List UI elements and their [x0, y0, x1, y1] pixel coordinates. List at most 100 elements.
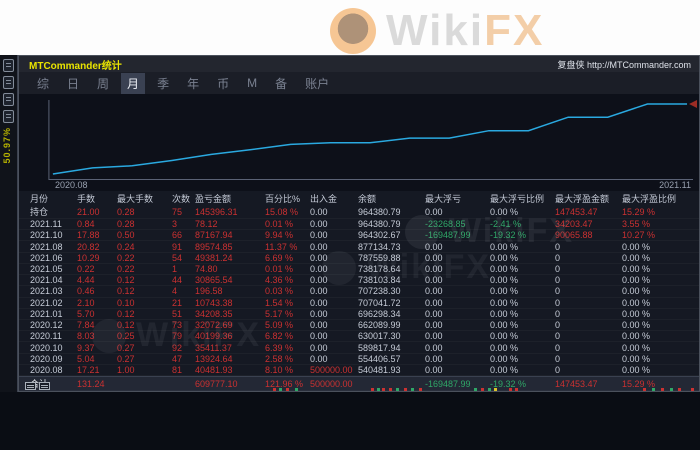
- cell: 17.21: [77, 364, 100, 375]
- cell: 147453.47: [555, 206, 598, 217]
- table-row[interactable]: 2021.02 2.10 0.10 21 10743.38 1.54 % 0.00 70704…: [19, 298, 699, 309]
- cell: 121.96 %: [265, 378, 304, 389]
- cell: 81: [172, 364, 183, 375]
- cell: 147453.47: [555, 378, 598, 389]
- column-header[interactable]: 最大浮盈金额: [555, 193, 610, 204]
- table-row[interactable]: 2021.11 0.84 0.28 3 78.12 0.01 % 0.00 964380.79…: [19, 219, 699, 230]
- cell: 1.00: [117, 364, 135, 375]
- cell: 0.00 %: [490, 252, 519, 263]
- cell: 0: [555, 342, 561, 353]
- table-row[interactable]: 2021.03 0.46 0.12 4 196.58 0.03 % 0.00 707238.3…: [19, 286, 699, 297]
- cell: 540481.93: [358, 364, 401, 375]
- table-row[interactable]: 2021.08 20.82 0.24 91 89574.85 11.37 % 0.00 877…: [19, 241, 699, 252]
- cell: 10.29: [77, 252, 100, 263]
- cell: 196.58: [195, 286, 223, 297]
- window-titlebar[interactable]: MTCommander统计 复盘侠 http://MTCommander.com: [19, 56, 699, 72]
- column-header[interactable]: 手数: [77, 193, 96, 204]
- cell: 20.82: [77, 241, 100, 252]
- column-header[interactable]: 盈亏金额: [195, 193, 232, 204]
- cell: 0.00 %: [490, 353, 519, 364]
- cell: 6.69 %: [265, 252, 294, 263]
- column-header[interactable]: 百分比%: [265, 193, 301, 204]
- menu-item-账户[interactable]: 账户: [305, 76, 330, 91]
- cell: 554406.57: [358, 353, 401, 364]
- menu-item-备[interactable]: 备: [275, 76, 288, 91]
- window-corner-icon[interactable]: [39, 382, 50, 390]
- column-header[interactable]: 最大浮亏: [425, 193, 462, 204]
- table-row[interactable]: 2020.08 17.21 1.00 81 40481.93 8.10 % 500000.0…: [19, 365, 699, 376]
- dock-icon[interactable]: [3, 110, 14, 123]
- cell: 0: [555, 263, 561, 274]
- cell: 5.04: [77, 353, 95, 364]
- cell: 17.88: [77, 230, 100, 241]
- cell: 0.24: [117, 241, 135, 252]
- cell: 73: [172, 320, 183, 331]
- cell: 0.25: [117, 331, 135, 342]
- column-header[interactable]: 余额: [358, 193, 377, 204]
- vendor-link[interactable]: 复盘侠 http://MTCommander.com: [557, 59, 691, 70]
- menu-item-M[interactable]: M: [247, 76, 258, 90]
- cell: 2020.11: [30, 331, 62, 342]
- dock-icon[interactable]: [3, 93, 14, 106]
- menu-item-日[interactable]: 日: [67, 76, 80, 91]
- column-header[interactable]: 最大手数: [117, 193, 154, 204]
- dock-icon[interactable]: [3, 76, 14, 89]
- cell: 0.12: [117, 286, 135, 297]
- cell: 44: [172, 275, 183, 286]
- table-row[interactable]: 2020.09 5.04 0.27 47 13924.64 2.58 % 0.00 55440…: [19, 354, 699, 365]
- column-header[interactable]: 最大浮亏比例: [490, 193, 545, 204]
- cell: 0.00 %: [622, 263, 651, 274]
- top-white-band: WikiFX: [0, 0, 700, 55]
- table-row[interactable]: 2020.11 8.03 0.25 79 40199.36 6.82 % 0.00 63001…: [19, 331, 699, 342]
- cell: -19.32 %: [490, 230, 527, 241]
- cell: 0.00: [310, 342, 328, 353]
- table-header-row: 月份 手数 最大手数 次数 盈亏金额 百分比% 出入金 余额 最大浮亏 最大浮亏比例 最大浮盈金额 最…: [19, 191, 699, 205]
- menu-item-币[interactable]: 币: [217, 76, 230, 91]
- cell: 0.01 %: [265, 263, 294, 274]
- table-row[interactable]: 2021.01 5.70 0.12 51 34208.35 5.17 % 0.00 69629…: [19, 309, 699, 320]
- menu-item-综[interactable]: 综: [37, 76, 50, 91]
- cell: 11.37 %: [265, 241, 298, 252]
- table-row[interactable]: 2020.10 9.37 0.27 92 35411.37 6.39 % 0.00 58981…: [19, 342, 699, 353]
- cell: 3: [172, 219, 178, 230]
- menu-item-季[interactable]: 季: [157, 76, 170, 91]
- cell: 877134.73: [358, 241, 401, 252]
- cell: 15.29 %: [622, 378, 656, 389]
- cell: -19.32 %: [490, 378, 527, 389]
- cell: 4: [172, 286, 178, 297]
- table-row[interactable]: 2021.10 17.88 0.50 66 87167.94 9.94 % 0.00 9643…: [19, 230, 699, 241]
- cell: 0.00: [425, 331, 443, 342]
- cell: 1.54 %: [265, 297, 294, 308]
- cell: 0.00: [425, 308, 443, 319]
- watermark: WikiFX: [330, 6, 544, 55]
- menu-item-月[interactable]: 月: [121, 72, 146, 94]
- cell: 0.00 %: [622, 364, 651, 375]
- table-row[interactable]: 2021.04 4.44 0.12 44 30865.54 4.36 % 0.00 73810…: [19, 275, 699, 286]
- table-row[interactable]: 2021.06 10.29 0.22 54 49381.24 6.69 % 0.00 7875…: [19, 253, 699, 264]
- cell: 738178.64: [358, 263, 401, 274]
- table-row[interactable]: 2020.12 7.84 0.12 73 32072.69 5.09 % 0.00 66208…: [19, 320, 699, 331]
- table-total-row[interactable]: 合计131.24 609777.10 121.96 % 500000.00 -16948…: [19, 376, 699, 391]
- dock-icon[interactable]: [3, 59, 14, 72]
- cell: 0: [555, 364, 561, 375]
- column-header[interactable]: 出入金: [310, 193, 338, 204]
- menu-item-年[interactable]: 年: [187, 76, 200, 91]
- cell: 2021.01: [30, 308, 63, 319]
- cell: 131.24: [77, 378, 105, 389]
- column-header[interactable]: 月份: [30, 193, 49, 204]
- table-row[interactable]: 2021.05 0.22 0.22 1 74.80 0.01 % 0.00 738178.64…: [19, 264, 699, 275]
- column-header[interactable]: 最大浮盈比例: [622, 193, 677, 204]
- cell: 0.00: [425, 342, 443, 353]
- menu-item-周[interactable]: 周: [97, 76, 110, 91]
- window-corner-icon[interactable]: [25, 382, 36, 390]
- cell: -23268.85: [425, 219, 466, 230]
- column-header[interactable]: 次数: [172, 193, 191, 204]
- table-row[interactable]: 持仓 21.00 0.28 75 145396.31 15.08 % 0.00 964380.…: [19, 205, 699, 219]
- cell: 0.00: [310, 206, 328, 217]
- cell: 0.22: [117, 263, 135, 274]
- cell: 0.00 %: [490, 206, 519, 217]
- cell: 0.50: [117, 230, 135, 241]
- cell: 0.00: [310, 297, 328, 308]
- cell: 89574.85: [195, 241, 233, 252]
- cell: 2021.10: [30, 230, 63, 241]
